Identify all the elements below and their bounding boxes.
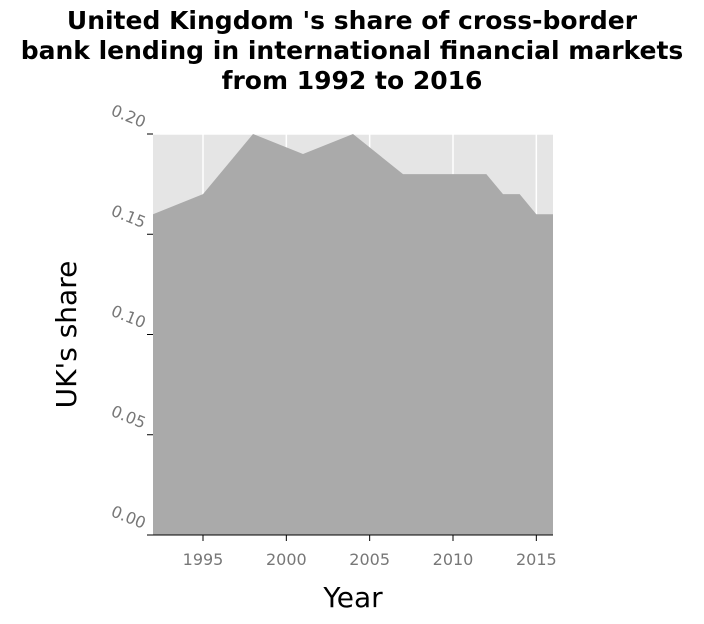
y-tick-label: 0.10 bbox=[108, 301, 148, 332]
x-tick-label: 1995 bbox=[183, 550, 224, 569]
y-tick-label: 0.05 bbox=[108, 401, 148, 432]
area-series bbox=[153, 134, 553, 535]
y-tick-label: 0.15 bbox=[108, 201, 148, 232]
x-tick-label: 2015 bbox=[516, 550, 557, 569]
x-tick-label: 2000 bbox=[266, 550, 307, 569]
y-axis-title: UK's share bbox=[50, 261, 83, 409]
x-tick-label: 2005 bbox=[349, 550, 390, 569]
x-tick-label: 2010 bbox=[433, 550, 474, 569]
x-axis-title: Year bbox=[322, 581, 383, 614]
chart-title: United Kingdom 's share of cross-border … bbox=[20, 6, 684, 95]
y-tick-label: 0.00 bbox=[108, 502, 148, 533]
y-tick-label: 0.20 bbox=[108, 101, 148, 132]
